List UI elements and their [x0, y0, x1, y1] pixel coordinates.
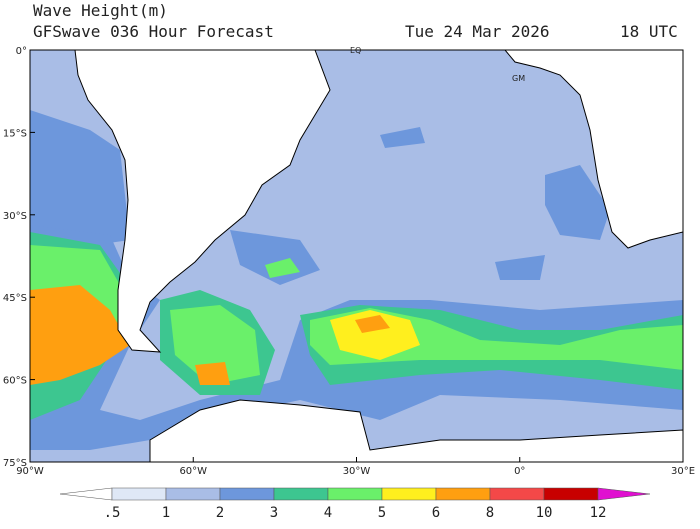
lat-label: 30°S	[3, 211, 27, 222]
lon-label: 60°W	[179, 466, 207, 477]
lon-label: 90°W	[16, 466, 44, 477]
colorbar-label: 6	[432, 505, 440, 521]
lat-label: 0°	[16, 46, 27, 57]
colorbar-cap	[597, 487, 651, 501]
wave-zone	[380, 127, 425, 148]
lon-label: 30°E	[671, 466, 695, 477]
lat-label: 75°S	[3, 458, 27, 469]
lon-label: 30°W	[343, 466, 371, 477]
colorbar-segment	[165, 487, 221, 501]
colorbar-label: 1	[162, 505, 170, 521]
colorbar-segment	[435, 487, 491, 501]
lat-label: 45°S	[3, 293, 27, 304]
colorbar-segment	[489, 487, 545, 501]
subtitle: GFSwave 036 Hour Forecast	[33, 22, 274, 41]
title: Wave Height(m)	[33, 1, 168, 20]
wave-zone	[265, 258, 300, 278]
wave-zone	[495, 255, 545, 280]
colorbar-label: 3	[270, 505, 278, 521]
africa	[504, 50, 683, 249]
colorbar-label: 10	[536, 505, 553, 521]
wave-zone	[330, 310, 420, 360]
colorbar-segment	[219, 487, 275, 501]
date: Tue 24 Mar 2026	[405, 22, 550, 41]
colorbar-label: 2	[216, 505, 224, 521]
wave-zone	[30, 285, 130, 385]
annotation: EQ	[350, 46, 361, 55]
colorbar-segment	[543, 487, 599, 501]
lat-label: 60°S	[3, 376, 27, 387]
antarctica	[149, 399, 683, 462]
wave-zone	[30, 110, 130, 250]
lon-axis: 90°W 60°W 30°W 0° 30°E	[16, 457, 695, 477]
wave-zone	[545, 165, 610, 240]
colorbar-segment	[111, 487, 167, 501]
annotation: GM	[512, 74, 525, 83]
colorbar-segment	[327, 487, 383, 501]
map	[30, 50, 683, 462]
wave-zone	[195, 362, 230, 385]
colorbar-cap	[59, 487, 113, 501]
time: 18 UTC	[620, 22, 678, 41]
colorbar-segment	[273, 487, 329, 501]
lat-axis: 0° 15°S 30°S 45°S 60°S 75°S	[3, 46, 35, 469]
lat-label: 15°S	[3, 128, 27, 139]
wave-zone	[355, 315, 390, 333]
colorbar-label: 4	[324, 505, 332, 521]
colorbar-label: 8	[486, 505, 494, 521]
wave-zone	[170, 305, 260, 385]
colorbar-label: 12	[590, 505, 607, 521]
colorbar-label: 5	[378, 505, 386, 521]
south-america	[74, 50, 331, 353]
colorbar-segment	[381, 487, 437, 501]
lon-label: 0°	[514, 466, 525, 477]
colorbar: .5 1 2 3 4 5 6 8 10 12	[59, 487, 651, 521]
colorbar-label: .5	[104, 505, 121, 521]
